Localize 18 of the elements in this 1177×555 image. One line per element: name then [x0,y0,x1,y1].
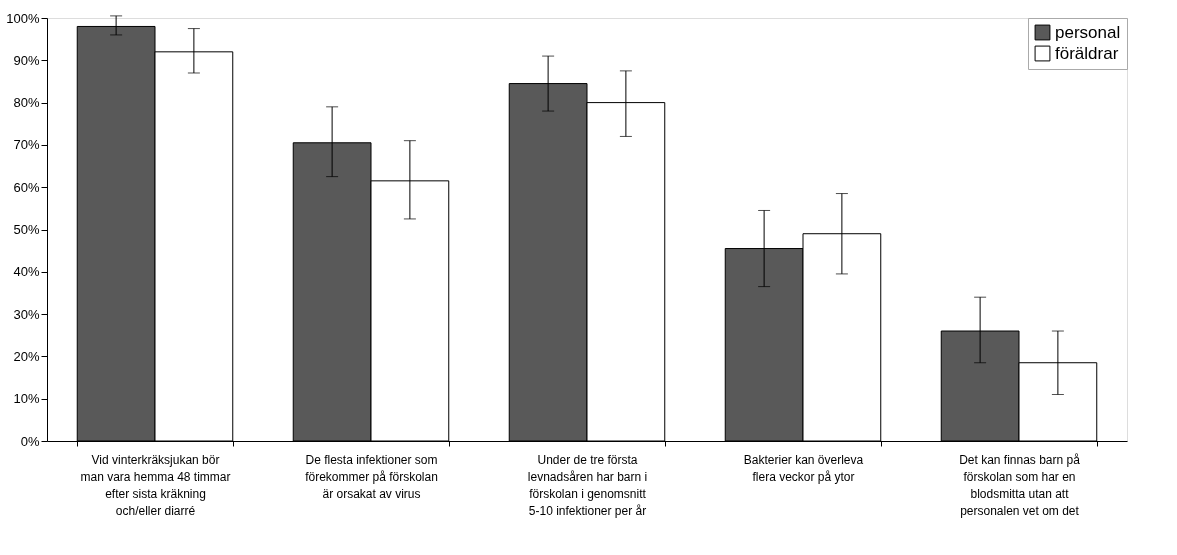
y-tick-label: 30% [13,306,40,322]
y-tick-label: 60% [13,179,40,195]
legend-label: föräldrar [1055,43,1119,63]
y-tick-label: 80% [13,95,40,111]
y-tick-label: 100% [6,10,40,26]
y-tick-label: 20% [13,348,40,364]
y-tick-label: 70% [13,137,40,153]
legend-label: personal [1055,22,1121,42]
x-tick-label: Under de tre första levnadsåren har barn i förskolan i genomsnitt 5-10 infektioner per år [527,452,648,518]
x-tick-label: De flesta infektioner som förekommer på förskolan är orsakat av virus [305,452,438,501]
x-tick-label: Det kan finnas barn på förskolan som har en blodsmitta utan att personalen vet om det [959,452,1081,518]
y-tick-label: 90% [13,52,40,68]
y-tick-label: 10% [13,391,40,407]
y-tick-label: 40% [13,264,40,280]
y-tick-label: 50% [13,222,40,237]
x-tick-label: Bakterier kan överleva flera veckor på ytor [743,452,864,484]
y-tick-label: 0% [20,433,40,449]
x-tick-label: Vid vinterkräksjukan bör man vara hemma 48 timmar efter sista kräkning och/eller diarré [80,452,231,518]
